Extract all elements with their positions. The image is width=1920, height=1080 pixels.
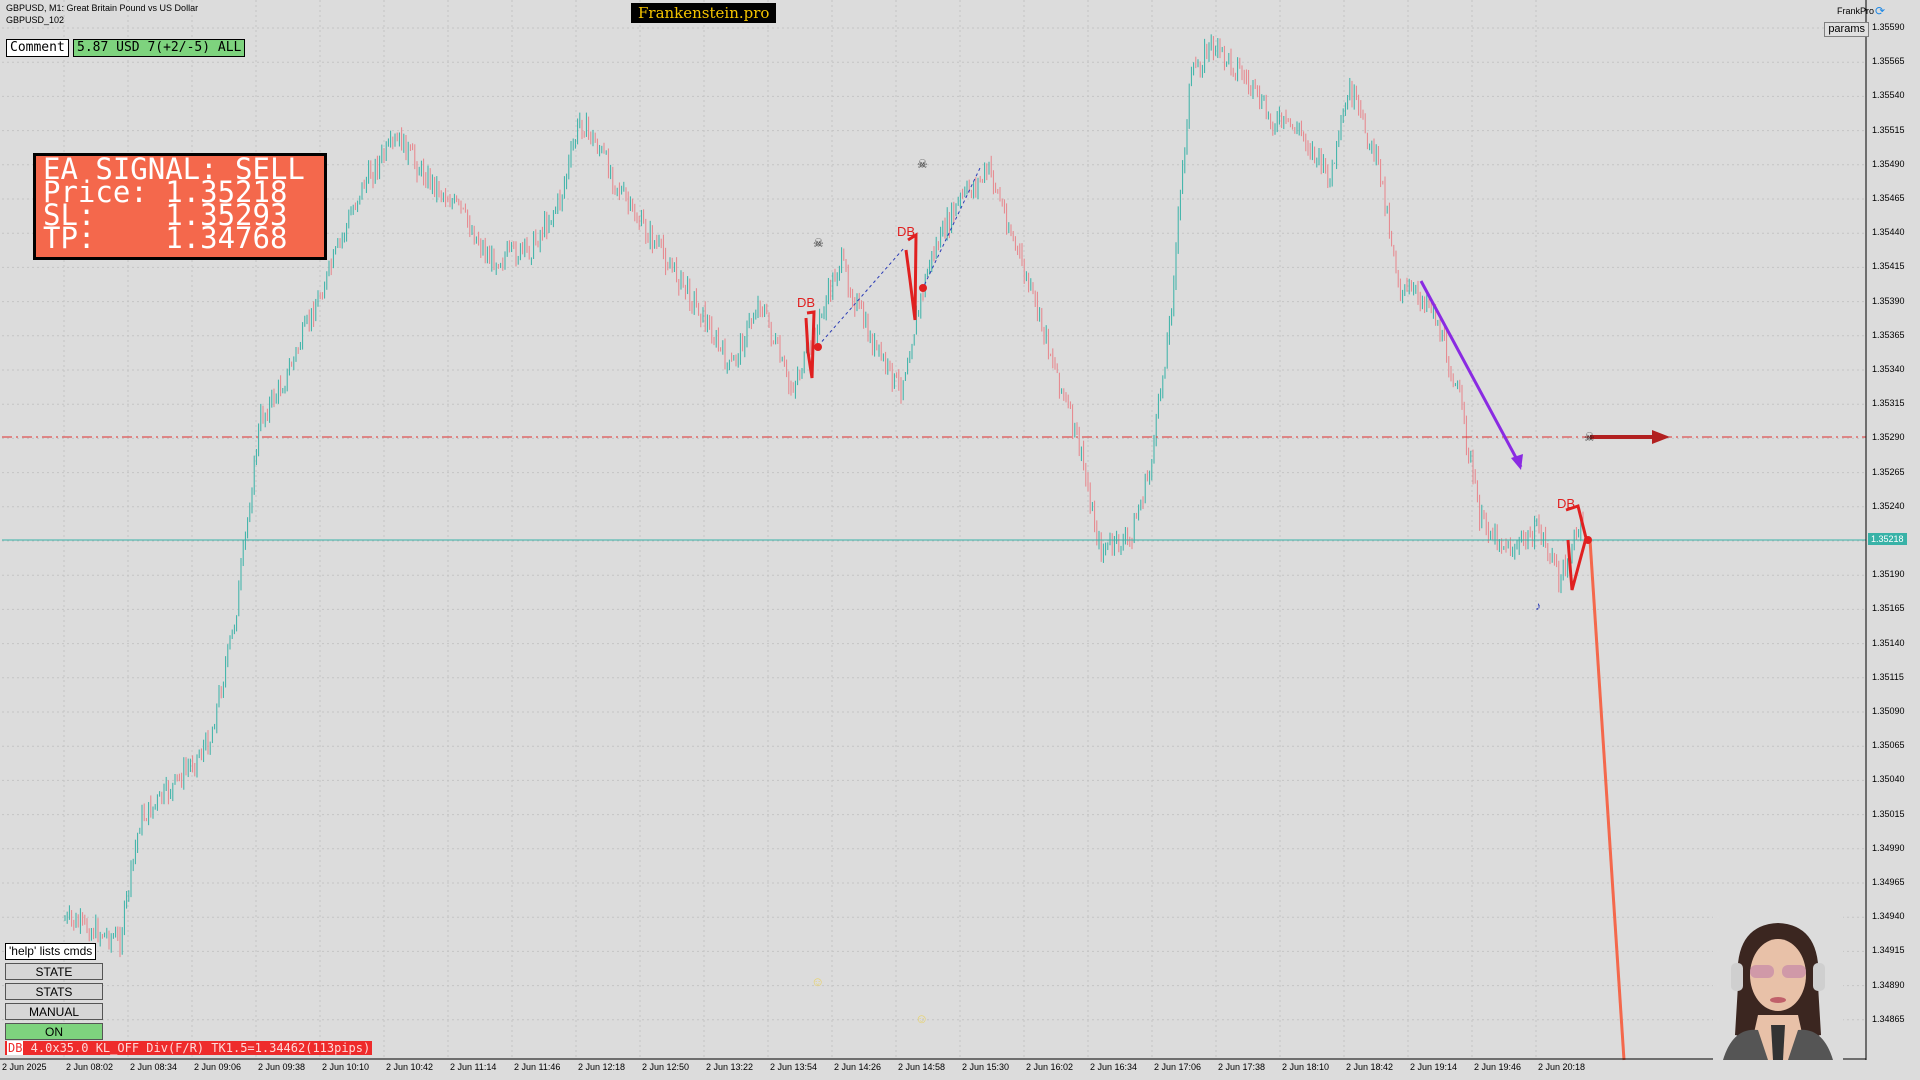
price-axis-label: 1.35065 bbox=[1872, 740, 1905, 751]
price-axis-label: 1.35040 bbox=[1872, 774, 1905, 785]
time-axis-label: 2 Jun 10:10 bbox=[322, 1062, 370, 1072]
time-axis-label: 2 Jun 08:02 bbox=[66, 1062, 114, 1072]
price-axis-label: 1.35265 bbox=[1872, 466, 1905, 477]
signal-title: EA SIGNAL: SELL bbox=[43, 152, 305, 186]
divergence-line-1 bbox=[817, 247, 905, 347]
price-axis-label: 1.35465 bbox=[1872, 193, 1905, 203]
state-button[interactable]: STATE bbox=[5, 963, 103, 980]
db-marker-3 bbox=[1584, 536, 1592, 544]
sl-arrow-head bbox=[1652, 430, 1670, 444]
db-pattern-1 bbox=[804, 310, 816, 379]
time-axis-label: 2 Jun 11:14 bbox=[450, 1062, 497, 1072]
params-button[interactable]: params bbox=[1824, 22, 1869, 37]
thumb-icon: ♪ bbox=[1535, 599, 1541, 613]
stats-button[interactable]: STATS bbox=[5, 983, 103, 1000]
time-axis-label: 2 Jun 13:54 bbox=[770, 1062, 818, 1072]
time-axis-label: 2 Jun 19:46 bbox=[1474, 1062, 1522, 1072]
purple-trend-arrow bbox=[1419, 280, 1523, 468]
price-axis-label: 1.35140 bbox=[1872, 637, 1905, 648]
time-axis-label: 2 Jun 08:34 bbox=[130, 1062, 178, 1072]
price-axis-label: 1.35440 bbox=[1872, 227, 1905, 238]
price-axis-label: 1.35115 bbox=[1872, 671, 1904, 682]
refresh-icon[interactable]: ⟳ bbox=[1875, 4, 1886, 18]
purple-arrow-head bbox=[1511, 454, 1523, 470]
time-axis-label: 2 Jun 14:58 bbox=[898, 1062, 946, 1072]
manual-button[interactable]: MANUAL bbox=[5, 1003, 103, 1020]
time-axis-label: 2 Jun 17:06 bbox=[1154, 1062, 1202, 1072]
smiley-icon: ☺ bbox=[915, 1011, 928, 1026]
signal-price: Price: 1.35218 bbox=[43, 175, 288, 209]
trade-stats: 5.87 USD 7(+2/-5) ALL bbox=[73, 39, 246, 57]
smiley-icon: ☺ bbox=[811, 974, 824, 989]
time-axis-label: 2 Jun 12:18 bbox=[578, 1062, 626, 1072]
time-axis-label: 2 Jun 12:50 bbox=[642, 1062, 690, 1072]
time-axis-label: 2 Jun 13:22 bbox=[706, 1062, 754, 1072]
time-axis-label: 2 Jun 17:38 bbox=[1218, 1062, 1266, 1072]
pattern-label: DB bbox=[897, 224, 915, 239]
time-axis-label: 2 Jun 16:34 bbox=[1090, 1062, 1138, 1072]
skull-icon: ☠ bbox=[813, 236, 824, 250]
price-axis-label: 1.35165 bbox=[1872, 603, 1905, 614]
price-axis-label: 1.35190 bbox=[1872, 569, 1905, 580]
skull-icon: ☠ bbox=[917, 157, 928, 171]
expert-name: FrankPro bbox=[1836, 6, 1874, 16]
time-axis-label: 2 Jun 18:42 bbox=[1346, 1062, 1394, 1072]
time-axis-label: 2 Jun 09:38 bbox=[258, 1062, 306, 1072]
signal-tp: TP: 1.34768 bbox=[43, 221, 288, 255]
price-axis-label: 1.35290 bbox=[1872, 432, 1905, 443]
current-price-tag: 1.35218 bbox=[1868, 533, 1907, 545]
price-axis-label: 1.34865 bbox=[1872, 1013, 1905, 1024]
db-pattern-2 bbox=[904, 232, 918, 321]
time-axis-label: 2 Jun 10:42 bbox=[386, 1062, 434, 1072]
price-axis-label: 1.34990 bbox=[1872, 842, 1905, 853]
price-axis-label: 1.35565 bbox=[1872, 56, 1905, 67]
price-axis-label: 1.35340 bbox=[1872, 364, 1905, 374]
price-axis: 1.35590 1.35565 1.35540 1.35515 1.35490 1.354… bbox=[1868, 0, 1920, 1060]
help-hint: 'help' lists cmds bbox=[5, 943, 97, 960]
pattern-label: DB bbox=[797, 295, 815, 310]
on-toggle-button[interactable]: ON bbox=[5, 1023, 103, 1040]
avatar bbox=[1713, 915, 1843, 1060]
brand-watermark: Frankenstein.pro bbox=[631, 3, 777, 23]
time-axis-label: 2 Jun 18:10 bbox=[1282, 1062, 1330, 1072]
status-text: 4.0x35.0 KL_OFF Div(F/R) TK1.5=1.34462(1… bbox=[23, 1041, 371, 1055]
divergence-line-2 bbox=[921, 167, 981, 291]
price-axis-label: 1.34915 bbox=[1872, 945, 1905, 956]
time-axis-label: 2 Jun 2025 bbox=[2, 1062, 47, 1072]
price-axis-label: 1.34940 bbox=[1872, 911, 1905, 922]
price-axis-label: 1.35590 bbox=[1872, 22, 1905, 32]
db-marker-1 bbox=[814, 343, 822, 351]
price-axis-label: 1.35365 bbox=[1872, 329, 1905, 340]
symbol-title: GBPUSD, M1: Great Britain Pound vs US Do… bbox=[6, 3, 199, 13]
price-axis-label: 1.34965 bbox=[1872, 877, 1905, 887]
price-axis-label: 1.35090 bbox=[1872, 706, 1905, 716]
price-axis-label: 1.35015 bbox=[1872, 808, 1905, 819]
price-axis-label: 1.35240 bbox=[1872, 500, 1905, 511]
candle-series bbox=[64, 34, 1584, 958]
ea-signal-panel: EA SIGNAL: SELL Price: 1.35218 SL: 1.352… bbox=[33, 153, 327, 260]
price-axis-label: 1.35490 bbox=[1872, 158, 1905, 169]
chart-subtitle: GBPUSD_102 bbox=[6, 15, 65, 25]
price-axis-label: 1.35315 bbox=[1872, 398, 1905, 409]
status-bar: DB 4.0x35.0 KL_OFF Div(F/R) TK1.5=1.3446… bbox=[5, 1041, 373, 1055]
db-marker-2 bbox=[919, 284, 927, 292]
comment-label: Comment bbox=[6, 39, 69, 57]
price-axis-label: 1.34890 bbox=[1872, 979, 1905, 990]
status-tag: DB bbox=[7, 1041, 24, 1055]
time-axis-label: 2 Jun 14:26 bbox=[834, 1062, 882, 1072]
time-axis-label: 2 Jun 16:02 bbox=[1026, 1062, 1074, 1072]
pattern-label: DB bbox=[1557, 496, 1575, 511]
price-axis-label: 1.35515 bbox=[1872, 124, 1905, 135]
price-axis-label: 1.35415 bbox=[1872, 261, 1905, 272]
signal-sl: SL: 1.35293 bbox=[43, 198, 288, 232]
time-axis-label: 2 Jun 19:14 bbox=[1410, 1062, 1458, 1072]
time-axis-label: 2 Jun 15:30 bbox=[962, 1062, 1010, 1072]
time-axis-label: 2 Jun 11:46 bbox=[514, 1062, 561, 1072]
time-axis-label: 2 Jun 20:18 bbox=[1538, 1062, 1586, 1072]
time-axis-label: 2 Jun 09:06 bbox=[194, 1062, 242, 1072]
skull-icon: ☠ bbox=[1584, 430, 1595, 444]
take-profit-projection bbox=[1588, 539, 1626, 1061]
price-axis-label: 1.35540 bbox=[1872, 90, 1905, 101]
price-axis-label: 1.35390 bbox=[1872, 295, 1905, 306]
